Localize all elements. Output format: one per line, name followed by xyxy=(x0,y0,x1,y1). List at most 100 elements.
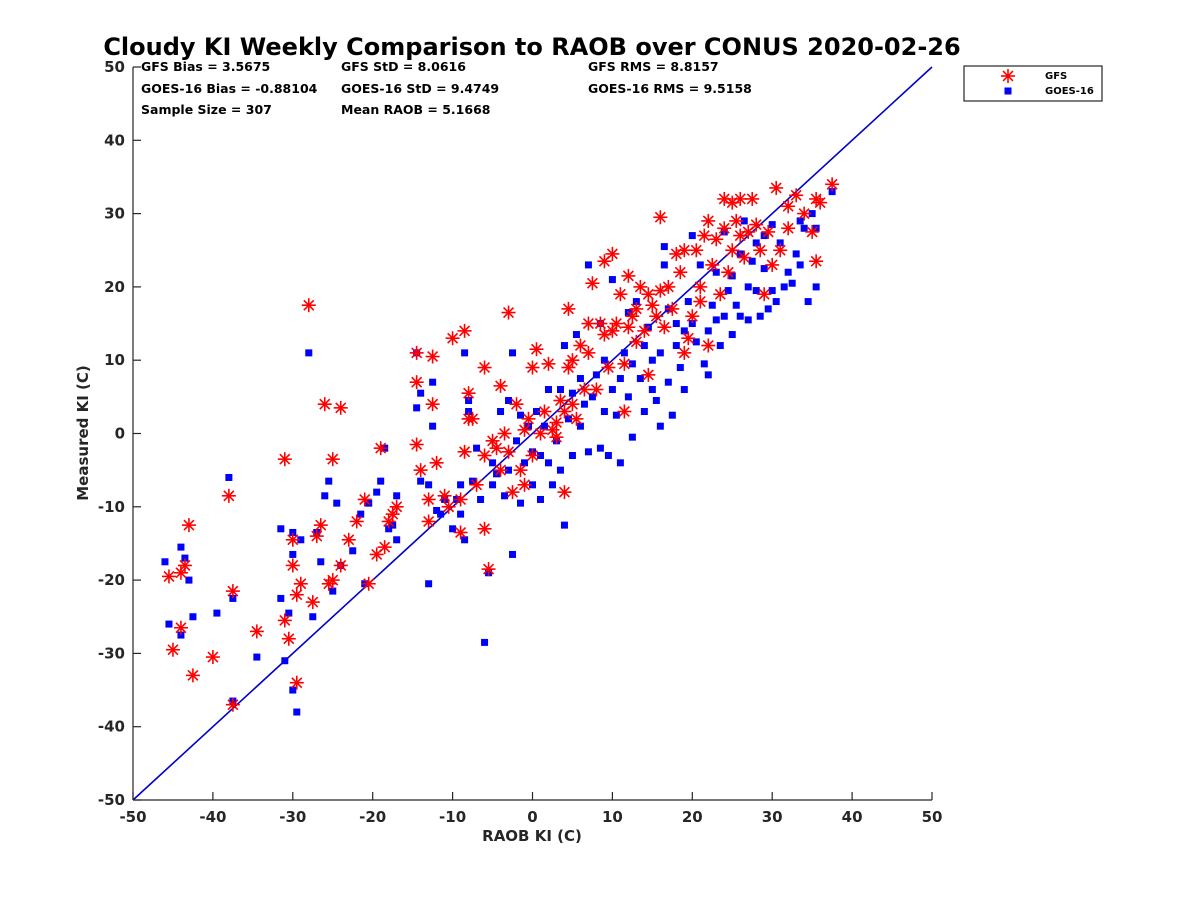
goes16-point xyxy=(772,298,780,306)
goes16-point xyxy=(433,506,441,514)
gfs-point xyxy=(649,309,664,324)
y-axis-label: Measured KI (C) xyxy=(74,365,92,501)
gfs-point xyxy=(485,433,500,448)
goes16-point xyxy=(568,389,576,397)
gfs-point xyxy=(617,356,632,371)
gfs-point xyxy=(705,257,720,272)
gfs-point xyxy=(493,378,508,393)
goes16-point xyxy=(640,342,648,350)
gfs-point xyxy=(581,316,596,331)
gfs-point xyxy=(373,441,388,456)
goes16-point xyxy=(225,473,233,481)
goes16-point xyxy=(804,298,812,306)
y-tick-label: -40 xyxy=(98,718,125,736)
goes16-point xyxy=(584,448,592,456)
x-tick-label: -20 xyxy=(359,808,386,826)
gfs-point xyxy=(309,529,324,544)
gfs-point xyxy=(701,213,716,228)
goes16-point xyxy=(329,587,337,595)
one-to-one-line xyxy=(132,66,933,801)
goes16-point xyxy=(325,477,333,485)
goes16-point xyxy=(517,499,525,507)
y-tick-label: 20 xyxy=(104,278,125,296)
goes16-point xyxy=(513,437,521,445)
gfs-point xyxy=(441,499,456,514)
gfs-point xyxy=(357,492,372,507)
goes16-point xyxy=(521,459,529,467)
y-tick-label: -10 xyxy=(98,498,125,516)
gfs-point xyxy=(605,246,620,261)
gfs-point xyxy=(505,485,520,500)
goes16-point xyxy=(636,375,644,383)
gfs-point xyxy=(221,488,236,503)
gfs-point xyxy=(333,558,348,573)
gfs-point xyxy=(341,532,356,547)
goes16-point xyxy=(656,349,664,357)
gfs-point xyxy=(513,463,528,478)
goes16-point xyxy=(489,481,497,489)
gfs-point xyxy=(629,301,644,316)
gfs-point xyxy=(293,576,308,591)
gfs-point xyxy=(565,397,580,412)
legend-gfs-marker xyxy=(1001,69,1015,83)
goes16-point xyxy=(285,609,293,617)
goes16-point xyxy=(600,356,608,364)
legend-goes-square xyxy=(1004,87,1012,95)
gfs-point xyxy=(517,422,532,437)
goes16-point xyxy=(652,397,660,405)
goes16-point xyxy=(293,708,301,716)
goes16-point xyxy=(680,386,688,394)
sample-size-stat: Sample Size = 307 xyxy=(141,102,272,117)
gfs-point xyxy=(181,518,196,533)
gfs-point xyxy=(745,191,760,206)
gfs-point xyxy=(425,397,440,412)
goes16-point xyxy=(788,279,796,287)
goes16-point xyxy=(676,364,684,372)
gfs-point xyxy=(333,400,348,415)
gfs-point xyxy=(765,257,780,272)
goes16-point xyxy=(640,408,648,416)
gfs-point xyxy=(601,360,616,375)
goes16-point xyxy=(712,268,720,276)
gfs-point xyxy=(361,576,376,591)
gfs-point xyxy=(665,301,680,316)
gfs-point xyxy=(413,463,428,478)
gfs-point xyxy=(457,323,472,338)
goes16-point xyxy=(648,386,656,394)
goes16-point xyxy=(708,301,716,309)
gfs-point xyxy=(377,540,392,555)
legend-box xyxy=(963,65,1103,102)
goes16-point xyxy=(548,481,556,489)
goes16-point xyxy=(764,305,772,313)
x-axis-label: RAOB KI (C) xyxy=(482,827,582,845)
gfs-point xyxy=(285,532,300,547)
goes16-point xyxy=(377,477,385,485)
gfs-point xyxy=(681,331,696,346)
gfs-point xyxy=(165,642,180,657)
gfs-point xyxy=(301,298,316,313)
goes16-point xyxy=(321,492,329,500)
gfs-point xyxy=(281,631,296,646)
goes16-point xyxy=(620,349,628,357)
goes16-point xyxy=(461,349,469,357)
goes16-point xyxy=(505,466,513,474)
goes16-point xyxy=(385,525,393,533)
goes16-point xyxy=(576,375,584,383)
goes16-point xyxy=(732,301,740,309)
goes16-point xyxy=(305,349,313,357)
gfs-point xyxy=(285,558,300,573)
gfs-point xyxy=(277,452,292,467)
y-tick-label: 40 xyxy=(104,131,125,149)
gfs-point xyxy=(445,331,460,346)
gfs-point xyxy=(569,411,584,426)
goes16-point xyxy=(501,492,509,500)
gfs-point xyxy=(457,444,472,459)
gfs-point xyxy=(597,254,612,269)
gfs-point xyxy=(697,228,712,243)
gfs-point xyxy=(509,397,524,412)
gfs-point xyxy=(717,221,732,236)
gfs-point xyxy=(813,195,828,210)
gfs-point xyxy=(477,360,492,375)
goes16-point xyxy=(229,594,237,602)
gfs-point xyxy=(525,360,540,375)
